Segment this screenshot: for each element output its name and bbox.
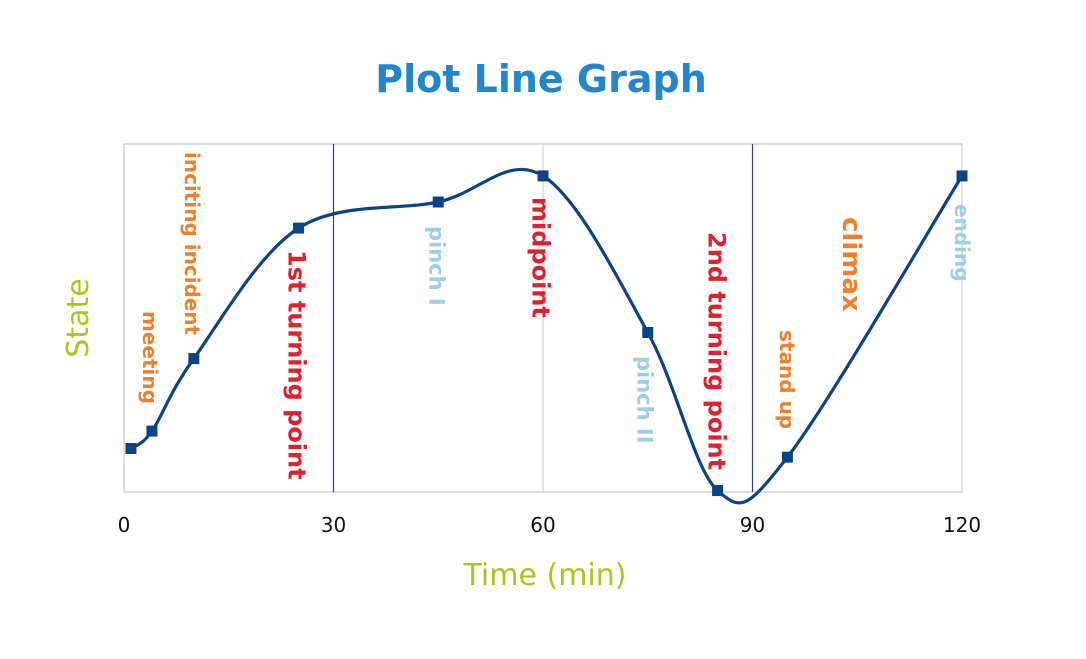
data-point — [293, 222, 305, 234]
x-tick-label: 60 — [530, 513, 555, 537]
annotation-label: pinch II — [633, 356, 657, 444]
x-tick-label: 0 — [118, 513, 131, 537]
annotation-label: midpoint — [527, 197, 555, 318]
annotation-label: 1st turning point — [283, 250, 311, 480]
plot-area: 0 30 60 90 120 meeting inciting incident 1st tu… — [118, 143, 981, 537]
annotation-label: meeting — [138, 311, 162, 404]
chart-title: Plot Line Graph — [375, 57, 707, 101]
x-tick-label: 30 — [321, 513, 346, 537]
data-point — [146, 425, 158, 437]
annotation-label: pinch I — [425, 226, 449, 306]
annotation-label: stand up — [775, 330, 799, 429]
data-point — [188, 353, 200, 365]
data-point — [956, 170, 968, 182]
annotation-label: inciting incident — [180, 152, 204, 336]
annotation-label: 2nd turning point — [703, 232, 731, 470]
data-point — [781, 451, 793, 463]
x-tick-label: 90 — [740, 513, 765, 537]
y-axis-title: State — [61, 278, 96, 357]
annotation-label: ending — [950, 204, 974, 282]
data-point — [712, 485, 724, 497]
x-tick-label: 120 — [943, 513, 981, 537]
x-axis-title: Time (min) — [463, 558, 627, 593]
data-point — [432, 196, 444, 208]
annotation-label: climax — [836, 217, 866, 312]
data-point — [537, 170, 549, 182]
data-point — [125, 443, 137, 454]
data-point — [642, 327, 654, 338]
